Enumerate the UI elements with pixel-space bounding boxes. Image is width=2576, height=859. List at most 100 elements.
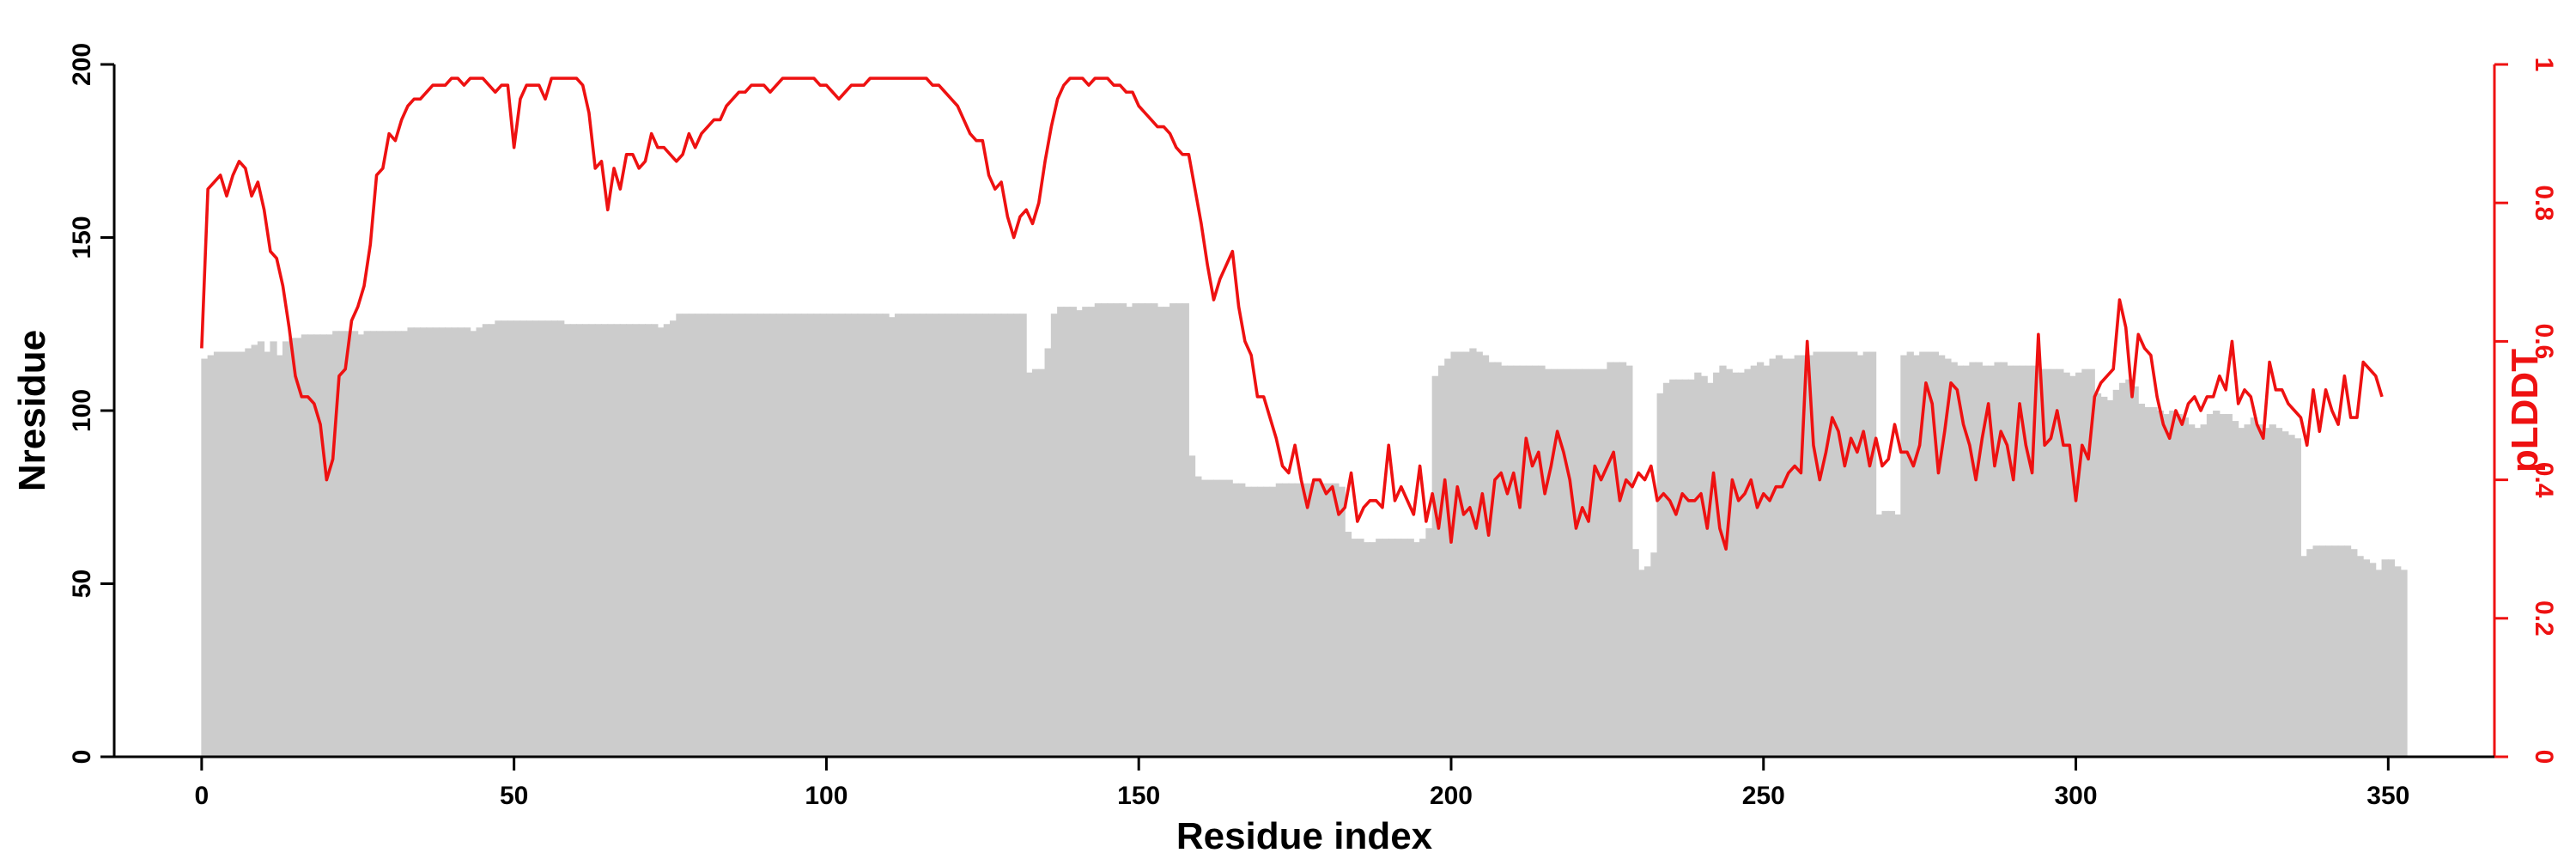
nresidue-bar [445, 327, 453, 757]
nresidue-bar [838, 314, 846, 757]
nresidue-bar [207, 355, 215, 757]
nresidue-bar [1569, 369, 1577, 757]
nresidue-bar [501, 320, 508, 757]
nresidue-bar [613, 324, 621, 757]
nresidue-bar [1981, 365, 1990, 757]
nresidue-bar [938, 314, 946, 757]
nresidue-bar [1875, 514, 1883, 757]
nresidue-bar [2238, 428, 2245, 757]
nresidue-bar [1244, 486, 1252, 757]
nresidue-bar [1032, 369, 1040, 757]
nresidue-bar [388, 331, 396, 757]
nresidue-bar [2112, 389, 2120, 757]
right-y-tick-label: 0.2 [2530, 600, 2558, 637]
nresidue-bar [1069, 307, 1077, 758]
nresidue-bar [1588, 369, 1595, 757]
nresidue-bar [1332, 483, 1340, 757]
nresidue-bar [1994, 362, 2002, 757]
nresidue-bar [2362, 559, 2370, 757]
nresidue-bar [1868, 351, 1877, 757]
nresidue-bar [1450, 351, 1458, 757]
nresidue-bar [1163, 307, 1171, 758]
nresidue-bar [882, 314, 890, 757]
nresidue-bar [376, 331, 384, 757]
nresidue-bar [270, 341, 277, 757]
nresidue-bar [482, 324, 490, 757]
nresidue-bar [295, 338, 302, 757]
x-tick-label: 250 [1742, 782, 1785, 810]
nresidue-bar [2025, 365, 2033, 757]
nresidue-bar [688, 314, 696, 757]
nresidue-bar [251, 344, 258, 757]
nresidue-bar [401, 331, 409, 757]
nresidue-bar [1525, 365, 1534, 757]
nresidue-bar [1769, 358, 1777, 757]
nresidue-bar [1694, 372, 1702, 757]
nresidue-bar [988, 314, 996, 757]
nresidue-bar [2131, 386, 2139, 757]
nresidue-bar [1382, 539, 1389, 757]
nresidue-bar [2381, 559, 2389, 757]
nresidue-bar [738, 314, 746, 757]
nresidue-bar [1113, 303, 1121, 757]
nresidue-bar [894, 314, 902, 757]
nresidue-bar [526, 320, 533, 757]
nresidue-bar [750, 314, 758, 757]
nresidue-bar [1744, 369, 1752, 757]
nresidue-bar [651, 324, 659, 757]
nresidue-bar [913, 314, 921, 757]
nresidue-bar [1126, 307, 1133, 758]
nresidue-bar [1444, 358, 1452, 757]
nresidue-bar [2394, 566, 2402, 757]
nresidue-bar [1838, 351, 1845, 757]
nresidue-bar [1437, 365, 1446, 757]
nresidue-bar [1225, 479, 1233, 757]
nresidue-bar [344, 331, 352, 757]
nresidue-bar [1650, 552, 1658, 757]
nresidue-bar [701, 314, 708, 757]
x-axis-title: Residue index [1176, 815, 1433, 857]
nresidue-bar [1956, 365, 1965, 757]
nresidue-bar [1238, 483, 1246, 757]
nresidue-bar [307, 334, 315, 757]
nresidue-bar [2219, 414, 2227, 757]
nresidue-bar [519, 320, 527, 757]
right-axis-ticks: 0 0.2 0.4 0.6 0.8 1 [2494, 58, 2558, 764]
nresidue-bar [1782, 358, 1789, 757]
nresidue-bar [2100, 396, 2108, 757]
nresidue-bar [863, 314, 871, 757]
nresidue-bar [544, 320, 552, 757]
nresidue-bar [557, 320, 565, 757]
nresidue-bar [1250, 486, 1258, 757]
nresidue-bar [1675, 379, 1683, 757]
nresidue-bar [1912, 355, 1921, 757]
nresidue-bar [2225, 414, 2233, 757]
nresidue-bar [638, 324, 646, 757]
nresidue-bar [350, 331, 359, 757]
left-y-tick-label: 0 [68, 750, 96, 765]
nresidue-bar [325, 334, 334, 757]
nresidue-bar [601, 324, 609, 757]
nresidue-bar [313, 334, 321, 757]
nresidue-bar [1213, 479, 1221, 757]
nresidue-bar [994, 314, 1002, 757]
nresidue-bar [1775, 355, 1783, 757]
nresidue-bar [1662, 382, 1671, 757]
nresidue-bar [720, 314, 727, 757]
nresidue-bar [1687, 379, 1696, 757]
nresidue-bar [1644, 566, 1652, 757]
nresidue-bar [2181, 417, 2189, 757]
nresidue-bar [2075, 372, 2083, 757]
nresidue-bar [550, 320, 559, 757]
nresidue-bar [2368, 563, 2377, 757]
nresidue-bar [676, 314, 683, 757]
nresidue-bar [1557, 369, 1564, 757]
nresidue-bar [1706, 382, 1715, 757]
nresidue-bar [226, 351, 234, 757]
x-axis-ticks: 0 50 100 150 200 250 300 350 [195, 757, 2409, 810]
nresidue-bar [1431, 375, 1439, 757]
nresidue-bar [1082, 307, 1090, 758]
nresidue-bar [507, 320, 515, 757]
nresidue-bar [945, 314, 952, 757]
nresidue-bar [1006, 314, 1015, 757]
